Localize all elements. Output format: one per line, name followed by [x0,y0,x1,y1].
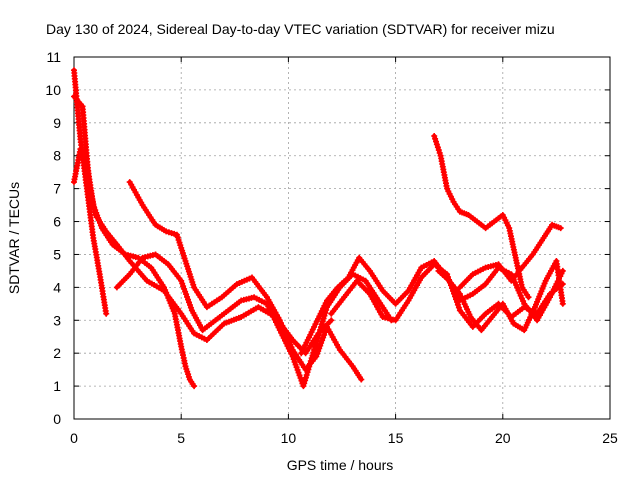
y-tick-label: 2 [53,345,61,361]
y-axis-label: SDTVAR / TECUs [6,182,22,294]
x-tick-label: 25 [602,430,618,446]
series-plus-markers [435,258,566,334]
series-track-10 [435,258,566,334]
y-tick-label: 1 [53,378,61,394]
axis-ticks: 0 5 10 15 20 25 0 1 2 3 4 5 6 7 8 9 10 11 [45,49,618,446]
y-tick-label: 3 [53,312,61,328]
series-track-4 [126,179,365,383]
series-plus-markers [113,251,395,390]
x-tick-label: 15 [388,430,404,446]
series-plus-markers [71,93,335,357]
y-tick-label: 10 [45,82,61,98]
series-plus-markers [431,133,532,301]
y-tick-label: 0 [53,411,61,427]
series-track-3 [71,146,198,390]
chart-title: Day 130 of 2024, Sidereal Day-to-day VTE… [46,21,555,37]
plot-frame [73,56,611,420]
y-tick-label: 6 [53,214,61,230]
y-tick-label: 7 [53,181,61,197]
data-series [71,67,566,390]
x-tick-label: 10 [281,430,297,446]
y-tick-label: 5 [53,246,61,262]
y-tick-label: 11 [46,49,61,65]
series-track-2 [71,93,335,357]
series-plus-markers [126,179,365,383]
series-track-9 [456,221,564,291]
x-tick-label: 20 [495,430,511,446]
x-tick-label: 5 [177,430,185,446]
grid [74,57,610,419]
y-tick-label: 4 [53,279,61,295]
series-plus-markers [456,221,564,291]
y-tick-label: 9 [53,115,61,131]
x-tick-label: 0 [70,430,78,446]
series-track-8 [431,133,532,301]
y-tick-label: 8 [53,148,61,164]
x-axis-label: GPS time / hours [287,457,394,473]
series-line [71,94,334,356]
